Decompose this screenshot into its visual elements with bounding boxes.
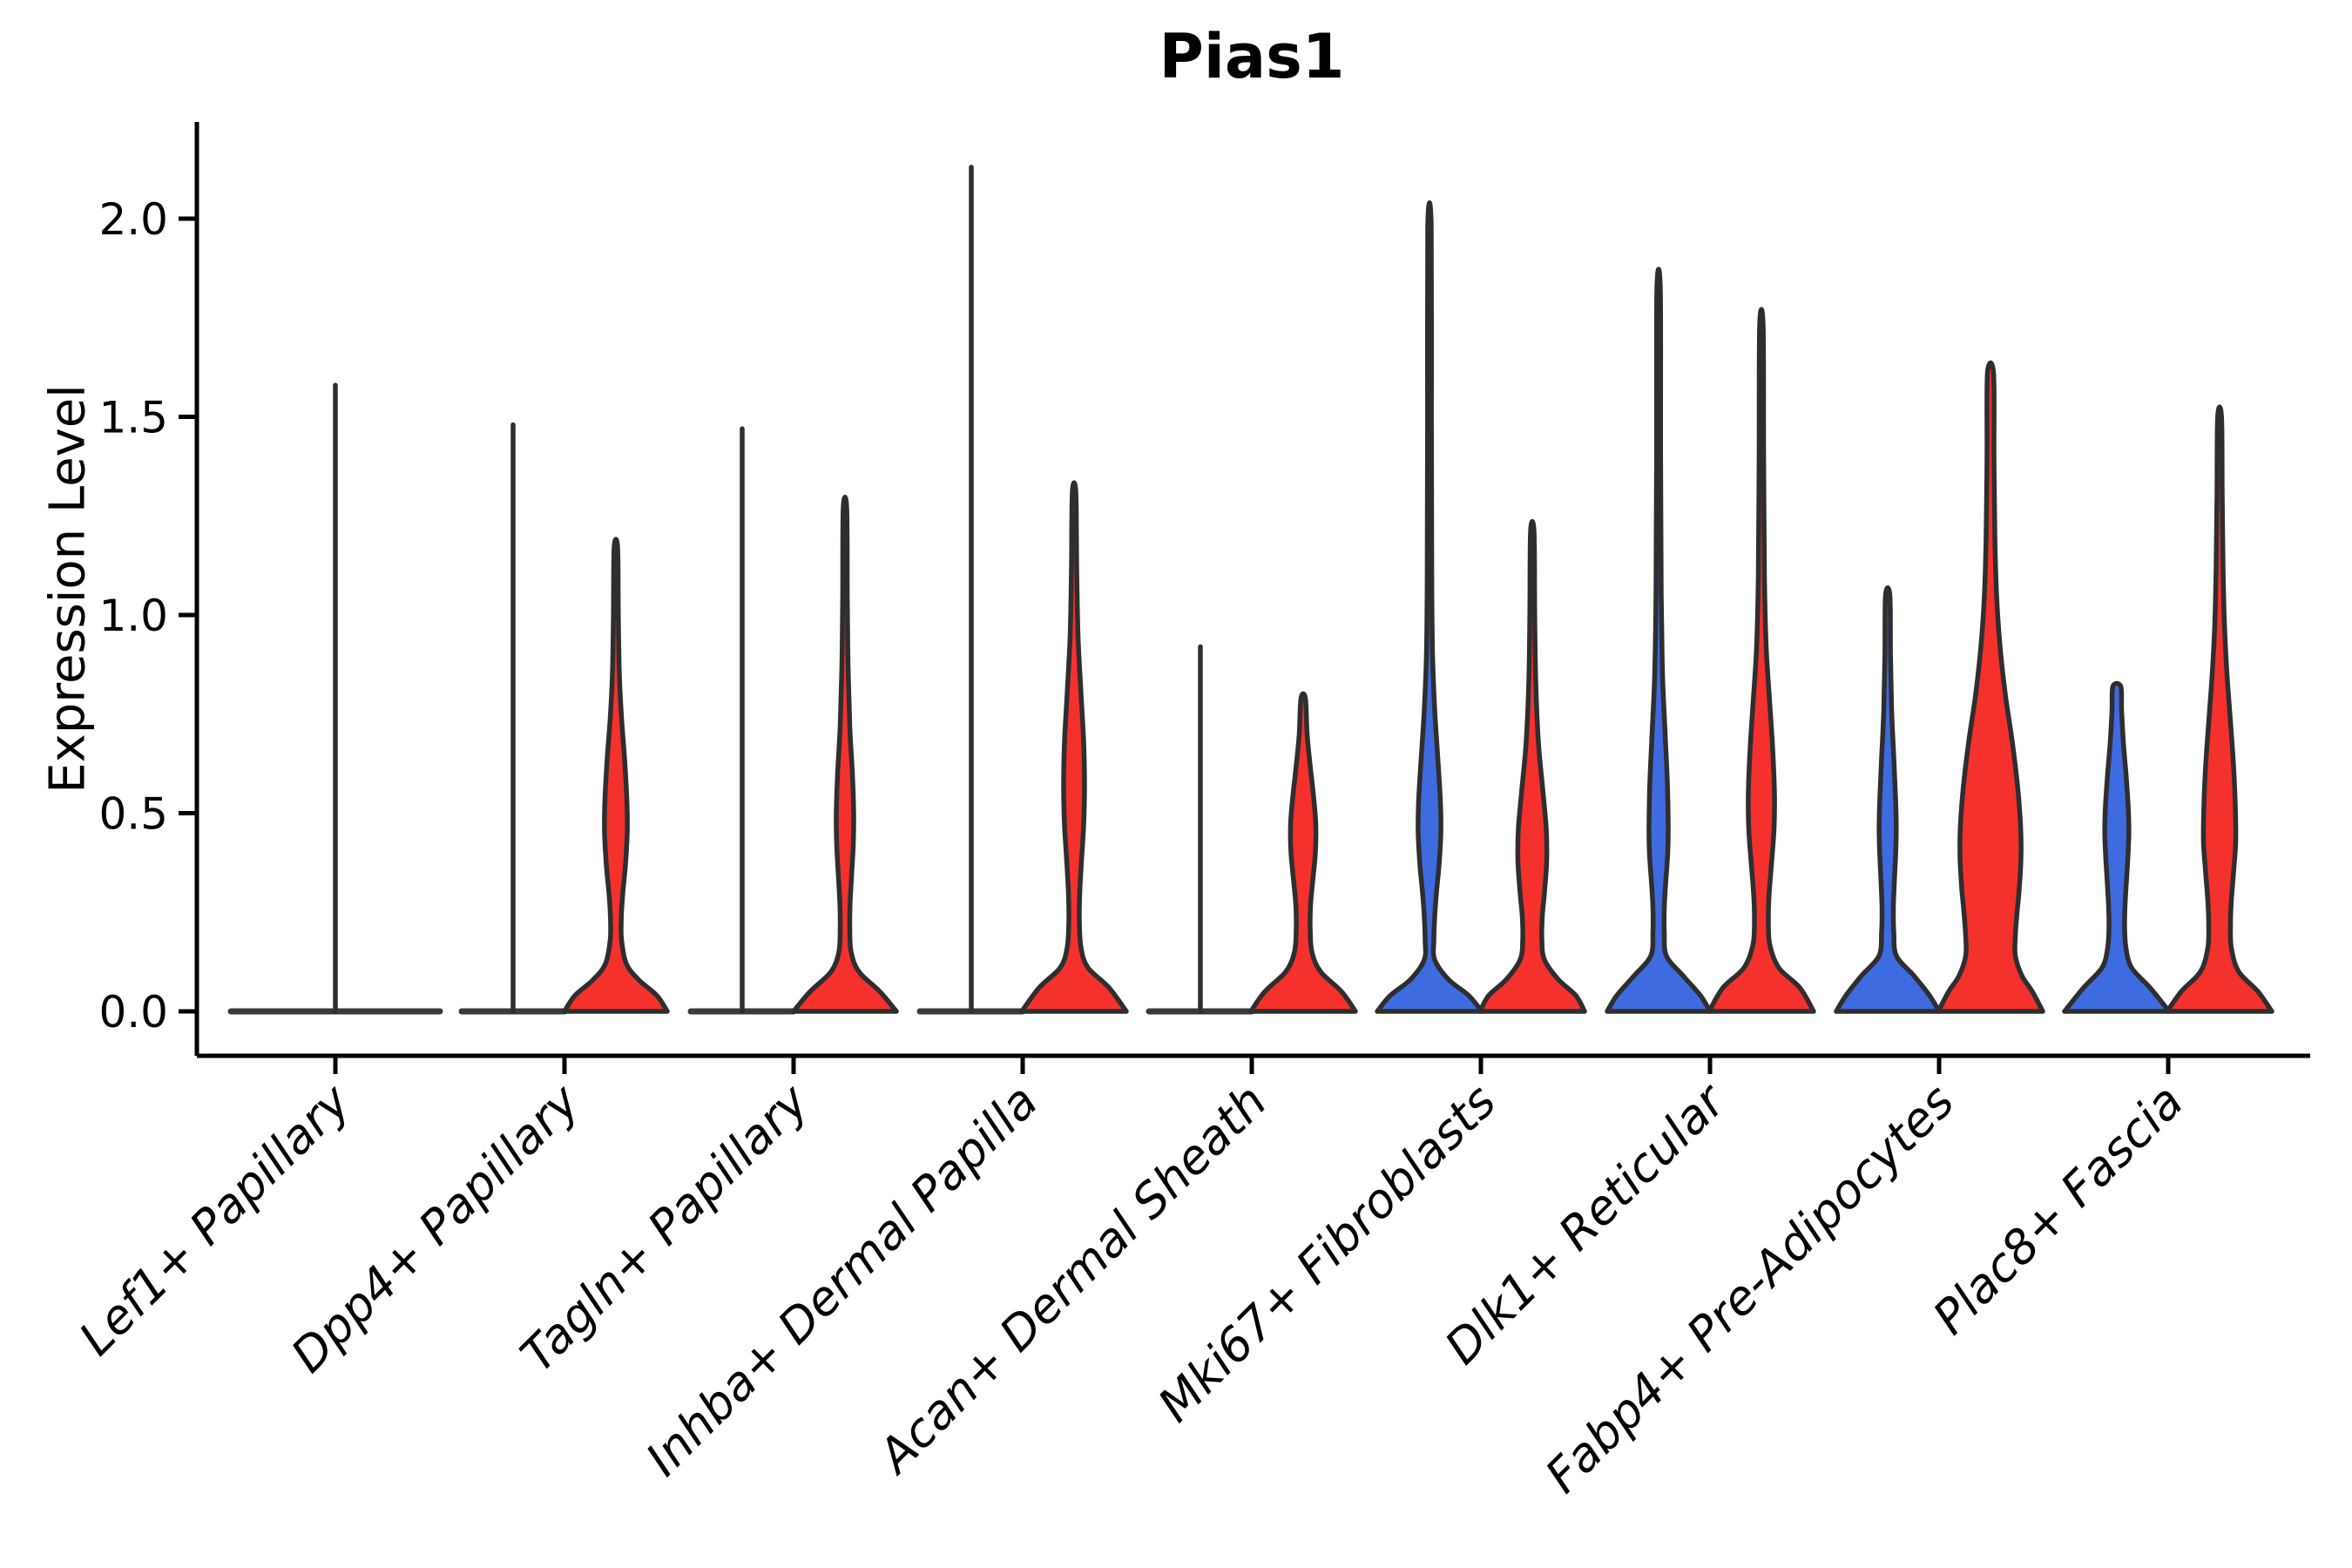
violin-body-cat6-red xyxy=(1477,518,1587,1014)
violin-body-cat8-red xyxy=(1936,360,2045,1014)
violin-body-cat8-blue xyxy=(1834,585,1942,1014)
violin-body-cat9-blue xyxy=(2062,680,2172,1014)
violin-body-cat6-blue xyxy=(1375,200,1484,1014)
y-tick-label: 1.5 xyxy=(98,393,168,443)
x-category-label: Plac8+ Fascia xyxy=(1923,1074,2193,1345)
x-category-label: Inhba+ Dermal Papilla xyxy=(635,1074,1048,1487)
chart-title: Pias1 xyxy=(1159,21,1345,92)
violin-body-cat9-red xyxy=(2165,404,2274,1014)
violin-body-cat2-red xyxy=(562,537,670,1014)
y-tick-label: 0.0 xyxy=(98,987,168,1037)
x-category-label: Acan+ Dermal Sheath xyxy=(866,1074,1277,1485)
y-tick-label: 1.0 xyxy=(98,591,168,641)
x-category-label: Fabp4+ Pre-Adipocytes xyxy=(1535,1074,1964,1504)
violin-body-cat4-red xyxy=(1019,480,1129,1014)
violin-body-cat7-blue xyxy=(1605,267,1713,1014)
violin-body-cat7-red xyxy=(1707,307,1816,1014)
y-tick-label: 0.5 xyxy=(98,789,168,840)
violin-body-cat5-red xyxy=(1248,691,1358,1014)
violin-body-cat3-red xyxy=(791,494,899,1014)
y-tick-label: 2.0 xyxy=(98,194,168,245)
